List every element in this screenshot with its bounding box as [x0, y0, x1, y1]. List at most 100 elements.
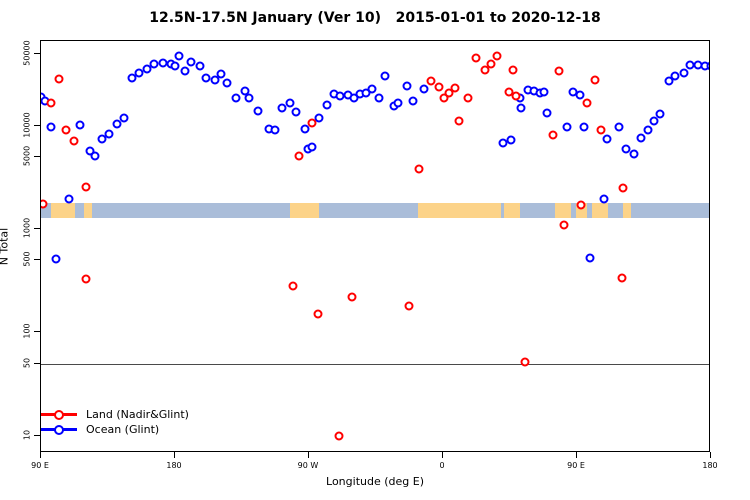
map-strip-land — [504, 202, 521, 218]
data-point-ocean — [307, 142, 317, 152]
y-tick — [34, 259, 40, 261]
data-point-land — [590, 75, 600, 85]
data-point-land — [81, 182, 91, 192]
data-point-land — [404, 301, 414, 311]
data-point-land — [46, 98, 56, 108]
data-point-land — [520, 357, 530, 367]
map-strip-land — [289, 202, 320, 218]
data-point-ocean — [201, 73, 211, 83]
data-point-ocean — [393, 98, 403, 108]
data-point-ocean — [314, 113, 324, 123]
data-point-ocean — [277, 103, 287, 113]
y-tick-label: 50000 — [22, 40, 32, 66]
data-point-ocean — [270, 125, 280, 135]
chart-title: 12.5N-17.5N January (Ver 10) 2015-01-01 … — [149, 10, 601, 26]
data-point-ocean — [291, 107, 301, 117]
data-point-land — [454, 116, 464, 126]
data-point-ocean — [599, 194, 609, 204]
y-tick-label: 1000 — [22, 218, 32, 239]
x-tick-label: 0 — [439, 461, 445, 470]
data-point-land — [69, 136, 79, 146]
data-point-ocean — [180, 66, 190, 76]
data-point-ocean — [186, 57, 196, 67]
data-point-land — [554, 66, 564, 76]
data-point-land — [559, 220, 569, 230]
data-point-ocean — [374, 93, 384, 103]
data-point-ocean — [149, 59, 159, 69]
ocean-circle-icon — [54, 424, 64, 435]
y-tick-label: 100 — [22, 323, 32, 340]
x-tick-label: 180 — [702, 461, 718, 470]
y-tick-label: 5000 — [22, 145, 32, 167]
y-tick-label: 10 — [22, 429, 32, 440]
data-point-ocean — [222, 78, 232, 88]
map-strip-land — [575, 202, 588, 218]
data-point-ocean — [380, 71, 390, 81]
data-point-land — [463, 93, 473, 103]
data-point-ocean — [539, 87, 548, 97]
data-point-ocean — [670, 71, 680, 81]
data-point-land — [61, 125, 71, 135]
data-point-land — [480, 65, 490, 75]
data-point-ocean — [253, 106, 263, 116]
data-point-land — [313, 309, 323, 319]
data-point-ocean — [90, 151, 100, 161]
data-point-ocean — [46, 122, 56, 132]
data-point-ocean — [75, 120, 85, 130]
data-point-ocean — [562, 122, 572, 132]
data-point-ocean — [585, 253, 595, 263]
data-point-ocean — [97, 134, 107, 144]
x-tick-label: 90 E — [31, 461, 49, 470]
data-point-ocean — [244, 93, 254, 103]
y-tick — [34, 228, 40, 230]
y-tick — [34, 156, 40, 158]
data-point-land — [471, 53, 481, 63]
data-point-ocean — [285, 98, 295, 108]
data-point-ocean — [300, 124, 310, 134]
land-series-symbol — [41, 409, 77, 420]
data-point-ocean — [142, 64, 152, 74]
y-tick — [34, 331, 40, 333]
data-point-ocean — [210, 75, 220, 85]
data-point-ocean — [629, 149, 639, 159]
data-point-ocean — [664, 76, 674, 86]
data-point-land — [508, 65, 518, 75]
data-point-ocean — [408, 96, 418, 106]
data-point-land — [426, 76, 436, 86]
data-point-ocean — [516, 103, 526, 113]
data-point-land — [81, 274, 91, 284]
map-strip-ocean — [41, 202, 709, 218]
data-point-ocean — [322, 100, 332, 110]
legend-item-land: Land (Nadir&Glint) — [41, 407, 189, 422]
data-point-ocean — [542, 108, 552, 118]
data-point-land — [347, 292, 357, 302]
data-point-ocean — [614, 122, 624, 131]
ocean-series-symbol — [41, 424, 77, 435]
data-point-ocean — [649, 116, 659, 126]
data-point-land — [307, 118, 317, 128]
data-point-land — [434, 82, 444, 92]
data-point-land — [288, 281, 298, 291]
x-tick — [40, 452, 41, 458]
data-point-ocean — [655, 109, 665, 119]
x-tick — [576, 452, 577, 458]
x-tick — [308, 452, 309, 458]
legend-item-ocean: Ocean (Glint) — [41, 422, 189, 437]
data-point-land — [576, 200, 586, 210]
data-point-land — [548, 130, 558, 140]
y-tick-label: 50 — [22, 357, 32, 368]
plot-area — [40, 40, 710, 452]
data-point-ocean — [621, 144, 631, 154]
data-point-ocean — [402, 81, 412, 91]
map-strip-land — [417, 202, 502, 218]
y-axis-title: N Total — [0, 227, 11, 265]
data-point-ocean — [579, 122, 589, 131]
y-tick-label: 10000 — [22, 112, 32, 138]
data-point-land — [582, 98, 592, 108]
x-tick — [442, 452, 443, 458]
data-point-ocean — [170, 61, 180, 71]
legend-label-ocean: Ocean (Glint) — [86, 423, 160, 436]
data-point-ocean — [104, 129, 114, 139]
data-point-ocean — [602, 134, 612, 144]
y-tick — [34, 52, 40, 54]
